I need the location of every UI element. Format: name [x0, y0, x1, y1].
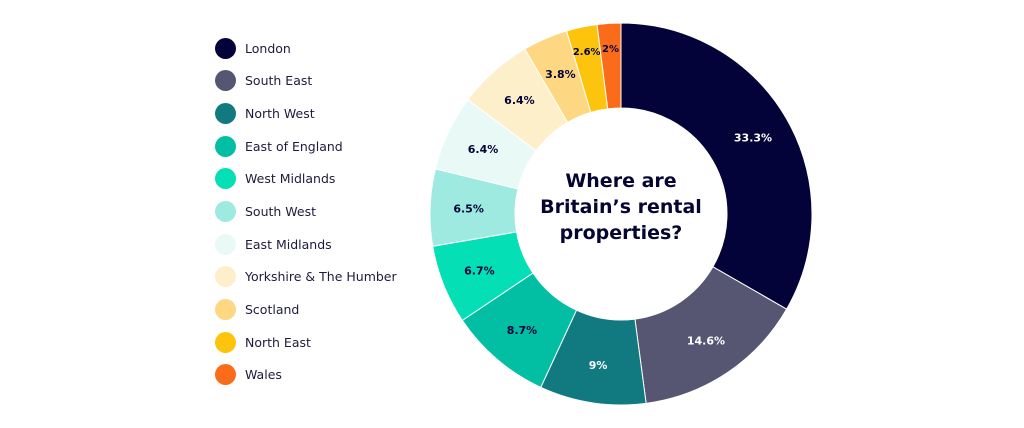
legend-swatch — [215, 70, 236, 92]
legend-swatch — [215, 102, 236, 124]
slice-label: 6.5% — [453, 203, 484, 216]
slice-label: 33.3% — [734, 132, 772, 145]
chart-title-line-1: Where are — [565, 170, 677, 192]
legend-label: North East — [245, 334, 311, 350]
slice-label: 6.7% — [464, 265, 495, 278]
legend-swatch — [215, 233, 236, 255]
chart-title-line-3: properties? — [559, 222, 683, 244]
slice-label: 8.7% — [507, 324, 538, 337]
legend-swatch — [215, 135, 236, 157]
legend-item: South West — [215, 200, 397, 222]
slice-label: 2.6% — [573, 47, 601, 58]
legend-item: North East — [215, 331, 397, 353]
legend-label: North West — [245, 105, 315, 121]
legend-label: East Midlands — [245, 236, 332, 252]
legend-item: Wales — [215, 364, 397, 386]
legend-item: South East — [215, 70, 397, 92]
slice-label: 3.8% — [545, 68, 576, 81]
legend-item: North West — [215, 102, 397, 124]
donut-hole — [515, 108, 727, 320]
legend-item: West Midlands — [215, 168, 397, 190]
legend-label: Scotland — [245, 302, 300, 317]
legend-label: South West — [245, 203, 317, 219]
legend-item: Yorkshire & The Humber — [215, 266, 397, 288]
legend-swatch — [215, 364, 236, 386]
legend-item: Scotland — [215, 299, 397, 321]
legend-label: West Midlands — [245, 171, 336, 187]
chart-title-line-2: Britain’s rental — [540, 196, 702, 218]
legend-swatch — [215, 266, 236, 288]
legend-item: East Midlands — [215, 233, 397, 255]
legend-swatch — [215, 331, 236, 353]
legend-label: East of England — [245, 138, 343, 154]
slice-label: 6.4% — [468, 143, 499, 156]
legend-label: London — [245, 40, 291, 56]
legend-label: Wales — [245, 367, 282, 383]
legend: London South East North West East of Englan… — [215, 37, 397, 397]
legend-swatch — [215, 299, 236, 320]
chart-title: Where are Britain’s rental properties? — [521, 168, 721, 246]
slice-label: 9% — [589, 359, 608, 372]
legend-swatch — [215, 200, 236, 222]
legend-label: Yorkshire & The Humber — [245, 269, 397, 285]
legend-item: East of England — [215, 135, 397, 157]
slice-label: 14.6% — [687, 335, 725, 348]
legend-swatch — [215, 168, 236, 190]
legend-swatch — [215, 37, 236, 59]
slice-label: 2% — [602, 44, 619, 55]
legend-label: South East — [245, 73, 313, 89]
legend-item: London — [215, 37, 397, 59]
slice-label: 6.4% — [504, 94, 535, 107]
